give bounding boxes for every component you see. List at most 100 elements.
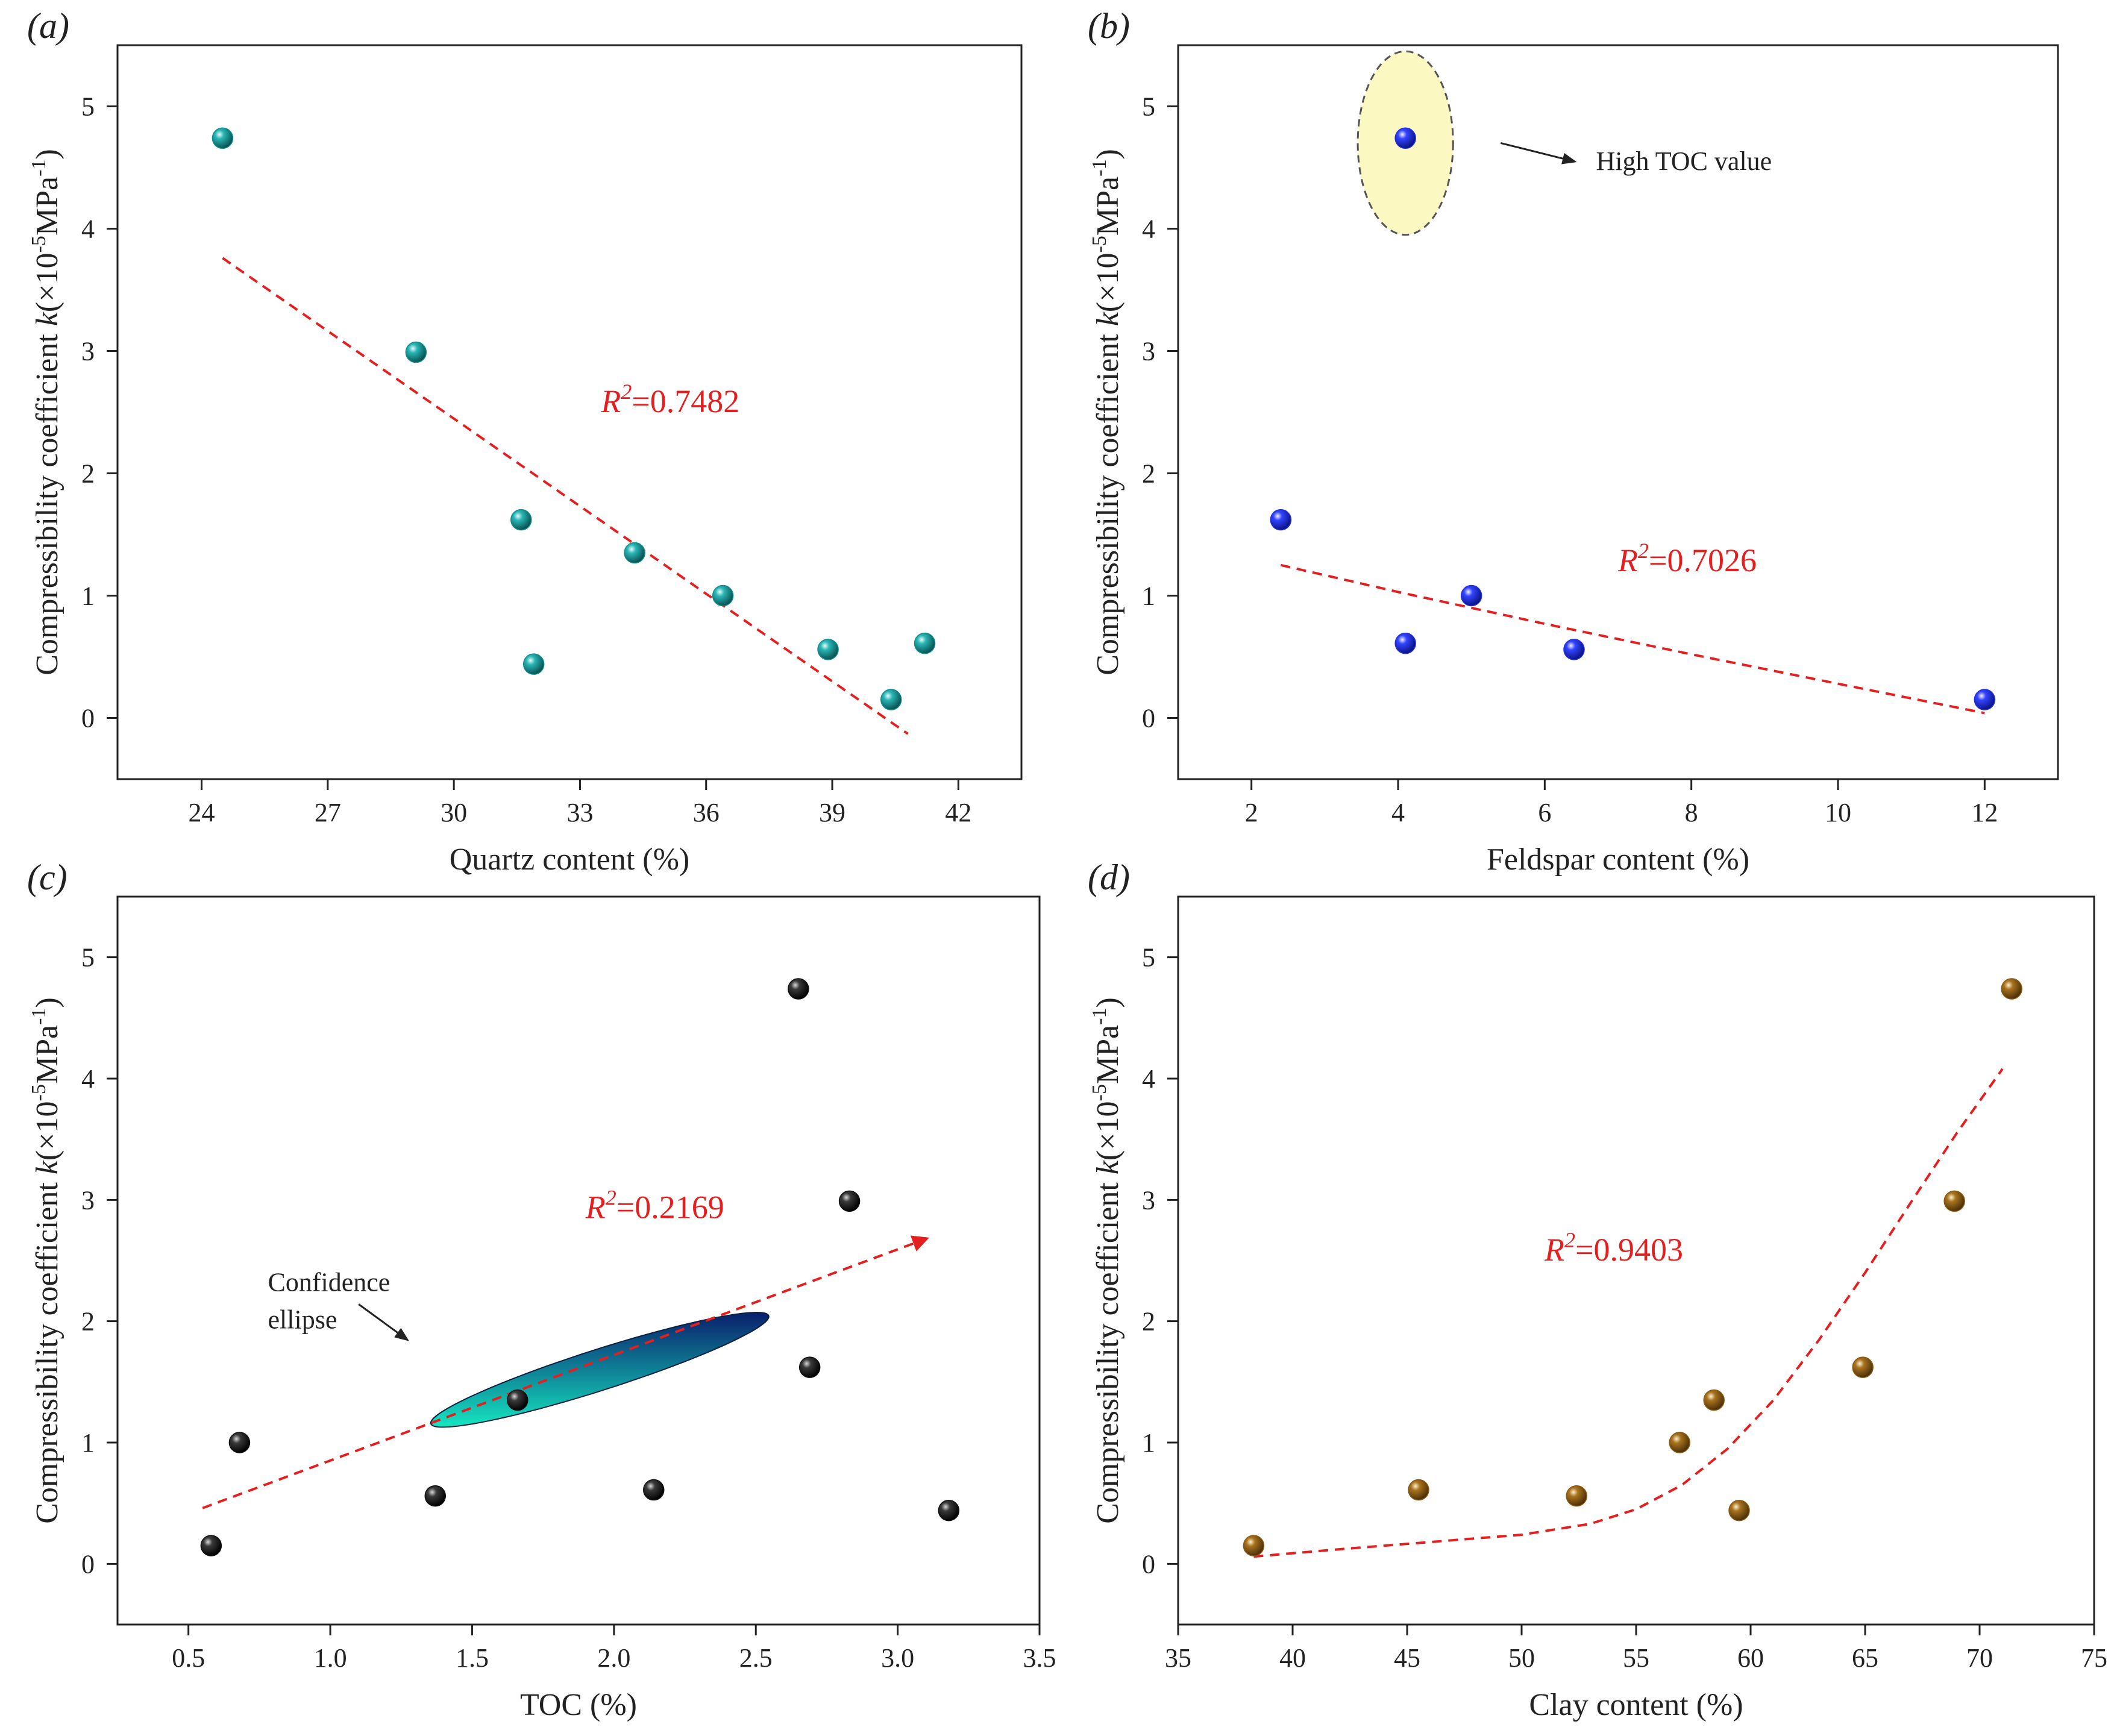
panel-a-xtick-label: 24 [189,798,215,827]
panel-a-axes-frame [116,44,1023,780]
panel-a-xtick-label: 39 [819,798,845,827]
panel-c-annotation-arrow [358,1303,410,1341]
panel-b-ytick-label: 1 [1142,581,1155,611]
panel-d-data-point [2001,978,2022,1000]
panel-a-data-point [522,653,545,675]
panel-d-xtick-label: 55 [1623,1643,1649,1673]
panel-c-xtick-label: 3.5 [1023,1643,1056,1673]
panel-a-data-point [914,632,936,654]
panel-d-label: (d) [1088,857,1130,897]
panel-c-data-point [788,978,809,1000]
panel-b-data-point [1460,584,1482,607]
panel-b-ytick-label: 5 [1142,92,1155,122]
panel-c-data-point [643,1479,665,1501]
panel-a-data-point [880,689,902,710]
panel-a-ytick-label: 0 [81,704,95,733]
panel-d-r2-label: R2=0.9403 [1544,1228,1683,1268]
panel-d-xtick-label: 40 [1279,1643,1306,1673]
panel-d-xtick-label: 35 [1165,1643,1191,1673]
panel-c-axes-frame [116,895,1041,1626]
panel-b-data-point [1394,632,1416,654]
panel-d-xtick-label: 50 [1508,1643,1535,1673]
panel-b-data-point [1394,127,1416,149]
panel-a-ylabel: Compressibility coefficient k(×10-5MPa-1… [28,149,64,675]
panel-c-ytick-label: 3 [81,1185,95,1215]
panel-b-r2-label: R2=0.7026 [1617,539,1757,578]
panel-b-ytick-label: 3 [1142,337,1155,366]
panel-b-ylabel: Compressibility coefficient k(×10-5MPa-1… [1088,149,1125,675]
panel-b-annotation-text: High TOC value [1596,146,1772,176]
panel-c-data-point [798,1356,821,1378]
panel-a-fit-line [222,257,909,735]
panel-d-data-point [1243,1535,1265,1556]
panel-a: 24 27 30 33 36 39 42 0 1 2 3 4 5 Quartz content (%) Co… [27,6,1023,877]
panel-b-axes-frame [1177,44,2059,780]
panel-a-ytick-label: 4 [81,215,95,244]
panel-a-ytick-label: 5 [81,92,95,122]
panel-b-xtick-label: 10 [1825,798,1851,827]
panel-d-data-point [1852,1356,1874,1378]
panel-b-ytick-label: 0 [1142,704,1155,733]
panel-c: 0.5 1.0 1.5 2.0 2.5 3.0 3.5 0 1 2 3 4 5 TOC (%) Compre… [27,857,1056,1722]
panel-c-fit-line [202,1235,929,1509]
panel-a-r2-label: R2=0.7482 [600,380,739,419]
panel-b-label: (b) [1088,6,1130,46]
panel-c-xtick-label: 0.5 [172,1643,205,1673]
panel-b-data-point [1974,689,1996,710]
panel-c-data-point [938,1499,960,1521]
panel-c-r2-label: R2=0.2169 [585,1186,724,1226]
panel-c-label: (c) [27,857,67,897]
panel-c-xtick-label: 2.0 [597,1643,630,1673]
panel-a-ytick-label: 1 [81,581,95,611]
panel-a-data-point [510,509,532,531]
panel-c-data-point [200,1535,222,1556]
panel-c-data-point [228,1432,251,1453]
panel-a-xtick-label: 27 [315,798,341,827]
panel-d-ytick-label: 1 [1142,1428,1155,1458]
panel-d-data-point [1669,1432,1690,1453]
panel-b-ytick-label: 2 [1142,459,1155,489]
panel-c-ytick-label: 1 [81,1428,95,1458]
panel-a-ytick-label: 3 [81,337,95,366]
panel-d-ytick-label: 3 [1142,1185,1155,1215]
panel-c-annotation-text: Confidence ellipse [268,1267,390,1334]
panel-d-ytick-label: 0 [1142,1549,1155,1579]
panel-c-xtick-label: 1.0 [314,1643,347,1673]
panel-a-data-point [712,584,734,607]
panel-d-ytick-label: 4 [1142,1064,1155,1094]
panel-d-fit-line [1253,1068,2004,1558]
panel-b-xtick-label: 6 [1538,798,1551,827]
panel-a-xtick-label: 30 [441,798,467,827]
panel-d-data-point [1728,1499,1750,1521]
panel-a-xtick-label: 36 [693,798,720,827]
panel-b-data-point [1563,639,1585,660]
panel-d-xtick-label: 75 [2081,1643,2107,1673]
panel-c-data-point [507,1389,528,1411]
panel-b-fit-line [1280,563,1985,715]
panel-c-ylabel: Compressibility coefficient k(×10-5MPa-1… [28,997,64,1524]
panel-d-data-point [1566,1485,1587,1507]
panel-d-data-point [1408,1479,1429,1501]
panel-d-ytick-label: 2 [1142,1307,1155,1336]
panel-c-data-point [424,1485,447,1507]
panel-c-ytick-label: 5 [81,943,95,973]
panel-d-xtick-label: 45 [1394,1643,1420,1673]
panel-c-confidence-ellipse [430,1311,770,1428]
panel-a-data-point [405,341,427,363]
panel-c-xlabel: TOC (%) [520,1688,637,1722]
panel-c-xtick-label: 1.5 [456,1643,489,1673]
panel-d-xtick-label: 65 [1852,1643,1878,1673]
panel-a-label: (a) [27,6,69,46]
panel-c-ytick-label: 0 [81,1549,95,1579]
panel-c-xtick-label: 3.0 [881,1643,914,1673]
panel-a-xlabel: Quartz content (%) [450,842,689,877]
panel-b-xtick-label: 2 [1245,798,1258,827]
panel-a-data-point [817,639,839,660]
panel-d-ytick-label: 5 [1142,943,1155,973]
panel-b-annotation-arrow [1500,142,1577,165]
panel-a-ytick-label: 2 [81,459,95,489]
panel-a-xtick-label: 33 [566,798,593,827]
panel-d-ylabel: Compressibility coefficient k(×10-5MPa-1… [1088,997,1125,1524]
